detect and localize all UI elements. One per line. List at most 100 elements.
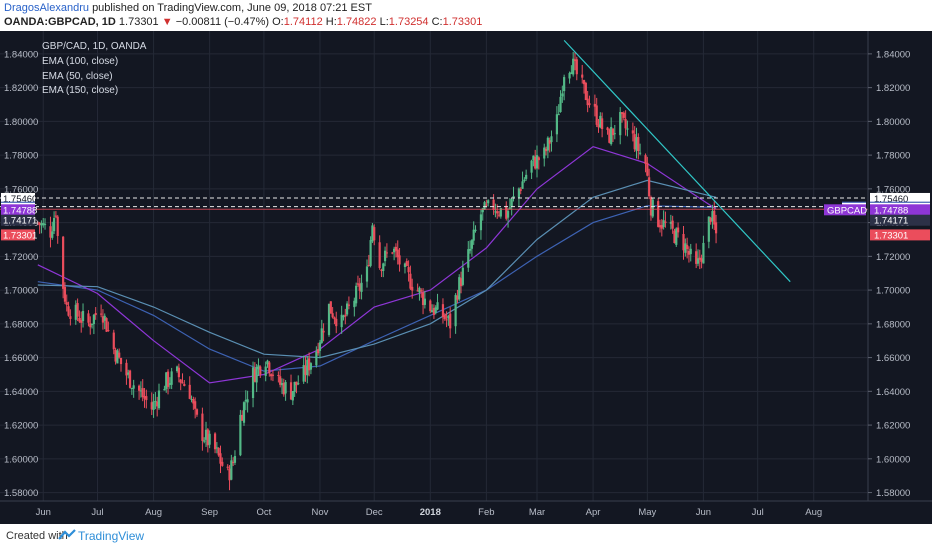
candle [268, 360, 271, 377]
time-axis[interactable]: Jun Jul Aug Sep Oct Nov Dec 2018 Feb Mar Apr May Jun… [0, 500, 932, 518]
candle-body [420, 290, 423, 292]
candle-body [94, 312, 97, 316]
candle-body [80, 320, 83, 323]
candle-body [709, 218, 712, 222]
candle-body [154, 400, 157, 402]
candle-body [125, 362, 128, 376]
tradingview-brand[interactable]: TradingView [78, 529, 145, 543]
candle [441, 298, 445, 324]
candle-body [671, 220, 674, 229]
candle [593, 94, 596, 117]
candle [517, 187, 521, 207]
low-label: L: [379, 16, 389, 28]
y-tick-label-left: 1.62000 [4, 421, 38, 432]
trendline-segment[interactable] [563, 39, 791, 283]
author-link[interactable]: DragosAlexandru [4, 2, 89, 14]
candle [289, 374, 293, 401]
candle [467, 241, 470, 272]
candle-body [139, 390, 143, 392]
ema-series-3 [37, 179, 717, 359]
candle [92, 313, 95, 335]
candle [646, 156, 649, 177]
candle [391, 251, 394, 255]
candle-body [492, 199, 495, 210]
candle-body [626, 128, 629, 130]
candle-body [497, 214, 501, 216]
price-tag-value-left: 1.74788 [3, 205, 37, 216]
candle-body [119, 357, 123, 365]
candle-body [651, 199, 654, 217]
candle [257, 358, 260, 376]
candle-body [257, 365, 260, 369]
candle-body [100, 313, 103, 315]
candle [411, 278, 414, 299]
candle [573, 52, 577, 71]
price-tag-box-left [1, 192, 35, 204]
price-tag-label: GBPCAD [827, 205, 867, 216]
candle [407, 260, 410, 282]
candle-body [179, 379, 182, 383]
candle-body [610, 126, 613, 145]
candle [304, 356, 307, 382]
open-value: 1.74112 [283, 16, 323, 28]
candle-body [474, 229, 477, 231]
legend-ema100[interactable]: EMA (100, close) [42, 56, 118, 67]
candle-body [195, 409, 199, 415]
candle [291, 390, 294, 406]
candle-body [206, 429, 209, 446]
legend-ema150[interactable]: EMA (150, close) [42, 85, 118, 96]
candle-body [302, 365, 305, 382]
legend-ema50[interactable]: EMA (50, close) [42, 71, 113, 82]
candle [702, 235, 705, 264]
candle-body [429, 300, 432, 312]
candle [619, 107, 622, 145]
candle [537, 156, 540, 170]
candle-body [714, 222, 718, 234]
candle-body [707, 216, 710, 242]
footer: Created with TradingView [0, 524, 932, 550]
candle [188, 376, 191, 400]
candle [67, 301, 70, 317]
candle-body [152, 401, 155, 410]
candle-body [517, 188, 521, 198]
low-value: 1.73254 [388, 16, 429, 28]
price-axis[interactable]: 1.84000 1.84000 1.82000 1.82000 1.80000 1.800… [1, 31, 932, 524]
candle-body [118, 352, 121, 358]
trendline[interactable] [563, 39, 791, 283]
candle [42, 217, 45, 228]
candle [141, 379, 144, 402]
candle-body [620, 112, 624, 115]
candle-body [423, 298, 426, 305]
candle-body [639, 152, 642, 154]
candle [163, 385, 166, 391]
candle-body [441, 304, 445, 318]
candle [445, 311, 448, 328]
price-chart[interactable]: 1.84000 1.84000 1.82000 1.82000 1.80000 1.800… [0, 31, 932, 524]
candle [213, 432, 217, 454]
candle [166, 369, 170, 395]
candle-body [673, 230, 676, 243]
candle [342, 314, 345, 321]
candle-body [342, 316, 345, 318]
y-tick-label-left: 1.58000 [4, 488, 38, 499]
candle [52, 211, 56, 234]
candle-body [360, 282, 363, 292]
quote-line: OANDA:GBPCAD, 1D 1.73301 ▼ −0.00811 (−0.… [4, 16, 482, 28]
candle [660, 219, 663, 237]
x-tick-label: Dec [366, 507, 383, 518]
candle [505, 201, 508, 221]
candle-body [563, 77, 566, 92]
candle [443, 313, 446, 321]
candle [403, 262, 407, 274]
candle-body [418, 287, 421, 293]
candle [396, 240, 399, 265]
candle-body [367, 264, 370, 266]
candle [586, 90, 589, 113]
candle [561, 85, 564, 103]
candle-body [157, 390, 161, 409]
close-value: 1.73301 [442, 16, 483, 28]
candle-body [512, 196, 515, 198]
candle-body [331, 313, 334, 318]
candle [700, 254, 703, 269]
candle-body [662, 220, 665, 227]
